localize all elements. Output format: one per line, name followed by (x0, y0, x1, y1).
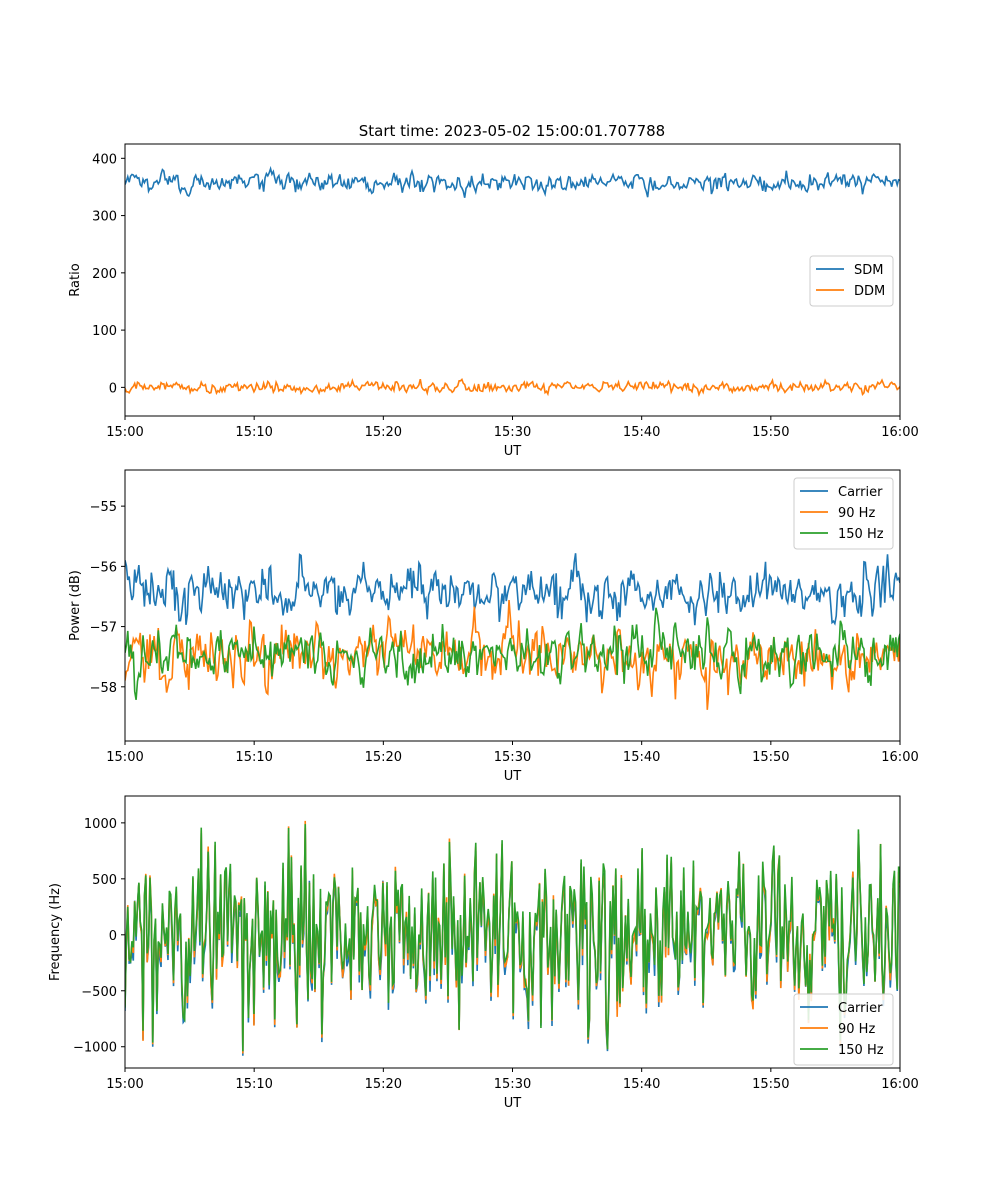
y-axis-label: Ratio (68, 263, 83, 296)
legend-entry: Carrier (838, 1001, 883, 1016)
x-axis-label: UT (504, 769, 522, 784)
y-tick-label: −55 (90, 500, 117, 515)
x-tick-label: 16:00 (881, 425, 918, 440)
x-tick-label: 15:10 (235, 1077, 272, 1092)
y-axis-label: Power (dB) (68, 570, 83, 641)
y-tick-label: −500 (81, 985, 117, 1000)
legend-entry: 90 Hz (838, 506, 875, 521)
legend-box (793, 993, 894, 1066)
series-line-150-hz (125, 607, 900, 700)
x-tick-label: 15:00 (106, 1077, 143, 1092)
legend-entry: 150 Hz (838, 1043, 884, 1058)
y-tick-label: −58 (90, 681, 117, 696)
x-tick-label: 15:20 (365, 1077, 402, 1092)
y-tick-label: 0 (109, 929, 117, 944)
y-tick-label: 1000 (84, 817, 117, 832)
series-line-150-hz (125, 824, 900, 1052)
x-tick-label: 15:50 (752, 750, 789, 765)
x-tick-label: 15:30 (494, 750, 531, 765)
legend-entry: SDM (854, 263, 883, 278)
y-tick-label: 100 (92, 324, 117, 339)
legend-entry: 90 Hz (838, 1022, 875, 1037)
x-tick-label: 15:00 (106, 750, 143, 765)
y-tick-label: 400 (92, 152, 117, 167)
x-tick-label: 16:00 (881, 750, 918, 765)
x-tick-label: 15:00 (106, 425, 143, 440)
legend: Carrier 90 Hz 150 Hz (793, 477, 894, 550)
series-line-ddm (125, 377, 900, 398)
y-tick-label: −1000 (73, 1041, 117, 1056)
y-tick-label: 200 (92, 267, 117, 282)
x-tick-label: 16:00 (881, 1077, 918, 1092)
series-line-sdm (125, 165, 900, 198)
x-axis-label: UT (504, 444, 522, 459)
legend-entry: DDM (854, 284, 885, 299)
legend: Carrier 90 Hz 150 Hz (793, 993, 894, 1066)
x-tick-label: 15:30 (494, 1077, 531, 1092)
x-tick-label: 15:20 (365, 425, 402, 440)
chart-title: Start time: 2023-05-02 15:00:01.707788 (359, 122, 665, 140)
x-tick-label: 15:20 (365, 750, 402, 765)
y-tick-label: 0 (109, 381, 117, 396)
x-tick-label: 15:30 (494, 425, 531, 440)
legend: SDM DDM (809, 255, 894, 307)
legend-box (793, 477, 894, 550)
legend-entry: 150 Hz (838, 527, 884, 542)
frequency-panel: 15:00 15:10 15:20 15:30 15:40 15:50 16:00 −1000… (48, 795, 919, 1111)
legend-entry: Carrier (838, 485, 883, 500)
x-tick-label: 15:40 (623, 1077, 660, 1092)
series-line-90-hz (125, 599, 900, 710)
x-tick-label: 15:50 (752, 425, 789, 440)
x-tick-label: 15:40 (623, 425, 660, 440)
x-axis-label: UT (504, 1096, 522, 1111)
y-tick-label: −56 (90, 560, 117, 575)
axes-frame (124, 469, 901, 742)
x-tick-label: 15:40 (623, 750, 660, 765)
y-tick-label: −57 (90, 621, 117, 636)
power-panel: 15:00 15:10 15:20 15:30 15:40 15:50 16:00 −58 −5… (68, 469, 919, 784)
x-tick-label: 15:10 (235, 425, 272, 440)
y-tick-label: 500 (92, 873, 117, 888)
y-tick-label: 300 (92, 210, 117, 225)
x-tick-label: 15:10 (235, 750, 272, 765)
ratio-panel: 15:00 15:10 15:20 15:30 15:40 15:50 16:00 0 100 2… (68, 143, 919, 459)
x-tick-label: 15:50 (752, 1077, 789, 1092)
series-line-carrier (125, 553, 900, 626)
y-axis-label: Frequency (Hz) (48, 883, 63, 981)
